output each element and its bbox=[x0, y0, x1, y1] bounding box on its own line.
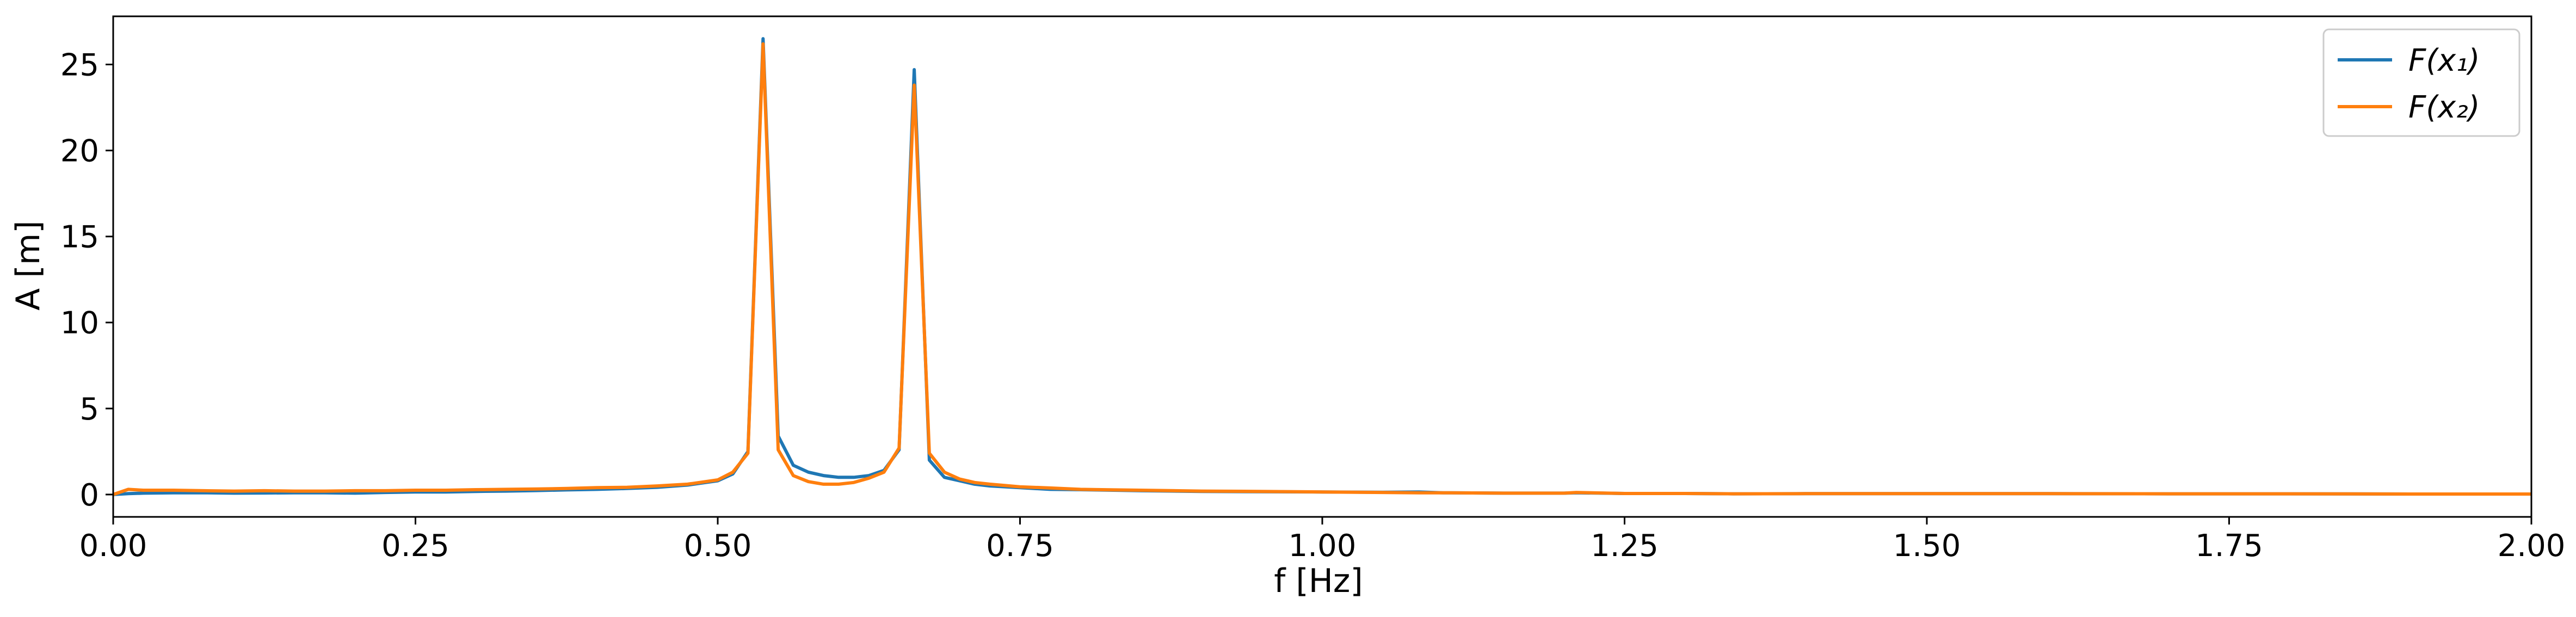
legend-label-1: F(x₁) bbox=[2408, 43, 2480, 78]
series-layer bbox=[113, 37, 2531, 496]
series-line-2 bbox=[113, 42, 2531, 496]
legend-label-2: F(x₂) bbox=[2408, 90, 2480, 125]
x-tick-label: 1.25 bbox=[1591, 528, 1659, 564]
plot-area bbox=[113, 16, 2531, 517]
x-tick-label: 1.75 bbox=[2195, 528, 2263, 564]
y-tick-label: 10 bbox=[60, 306, 99, 341]
x-tick-label: 1.00 bbox=[1289, 528, 1357, 564]
legend-box bbox=[2322, 28, 2520, 137]
y-tick-label: 5 bbox=[79, 392, 99, 427]
x-tick-label: 1.50 bbox=[1893, 528, 1961, 564]
x-tick-label: 0.75 bbox=[986, 528, 1054, 564]
x-tick-label: 0.50 bbox=[684, 528, 752, 564]
legend: F(x₁) F(x₂) bbox=[2322, 28, 2520, 137]
y-tick-label: 20 bbox=[60, 134, 99, 169]
x-tick-label: 0.00 bbox=[79, 528, 147, 564]
y-tick-label: 15 bbox=[60, 220, 99, 255]
x-tick-label: 0.25 bbox=[381, 528, 449, 564]
y-tick-label: 25 bbox=[60, 48, 99, 83]
x-axis-label: f [Hz] bbox=[1274, 562, 1363, 600]
x-tick-label: 2.00 bbox=[2498, 528, 2566, 564]
ticks-layer: 0.00 0.25 0.50 0.75 1.00 1.25 1.50 1.75 2.00 0 5 10… bbox=[60, 48, 2566, 564]
y-tick-label: 0 bbox=[79, 478, 99, 513]
plot-background bbox=[113, 16, 2531, 517]
y-axis-label: A [m] bbox=[9, 220, 47, 310]
